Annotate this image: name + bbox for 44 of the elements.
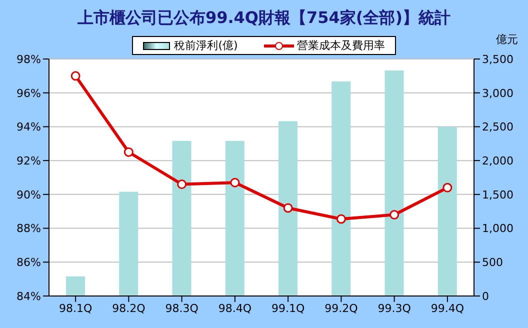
y-tick-label: 88% <box>16 222 41 236</box>
point <box>124 147 134 157</box>
point <box>442 182 452 192</box>
point <box>283 203 293 213</box>
y-tick-label: 84% <box>16 290 41 303</box>
x-tick-label: 99.1Q <box>271 302 305 315</box>
y2-axis-title: 億元 <box>496 32 518 47</box>
chart-title: 上市櫃公司已公布99.4Q財報【754家(全部)】統計 <box>76 8 452 29</box>
point <box>336 214 346 224</box>
bar <box>225 140 244 296</box>
bar <box>66 276 85 296</box>
x-tick-label: 98.2Q <box>112 302 146 315</box>
y-tick-label: 92% <box>16 154 41 168</box>
x-tick-label: 98.3Q <box>165 302 199 315</box>
legend-label: 營業成本及費用率 <box>296 38 385 53</box>
y2-tick-label: 2,000 <box>482 154 514 168</box>
y2-tick-label: 3,000 <box>482 86 514 100</box>
x-tick-label: 99.4Q <box>430 302 464 315</box>
bar <box>438 126 457 296</box>
legend-label: 稅前淨利(億) <box>173 38 238 53</box>
bar <box>172 140 192 296</box>
y-tick-label: 86% <box>16 256 41 270</box>
point <box>70 71 80 81</box>
bar <box>384 70 404 296</box>
y-tick-label: 98% <box>16 52 41 66</box>
y2-tick-label: 500 <box>482 256 503 270</box>
bar <box>332 81 351 296</box>
point <box>390 210 400 220</box>
y2-tick-label: 1,000 <box>482 222 514 236</box>
bar <box>119 192 138 296</box>
y-tick-label: 90% <box>16 188 41 202</box>
y-tick-label: 94% <box>16 120 41 134</box>
x-tick-label: 98.4Q <box>218 302 252 315</box>
y2-tick-label: 0 <box>482 290 489 303</box>
point <box>177 180 187 190</box>
y-tick-label: 96% <box>16 86 41 100</box>
x-tick-label: 98.1Q <box>58 302 92 315</box>
x-tick-label: 99.3Q <box>378 302 412 315</box>
point <box>230 178 240 188</box>
x-tick-label: 99.2Q <box>324 302 358 315</box>
y2-tick-label: 2,500 <box>482 120 514 134</box>
y2-tick-label: 1,500 <box>482 188 514 202</box>
bar <box>278 121 298 296</box>
y2-tick-label: 3,500 <box>482 52 514 66</box>
